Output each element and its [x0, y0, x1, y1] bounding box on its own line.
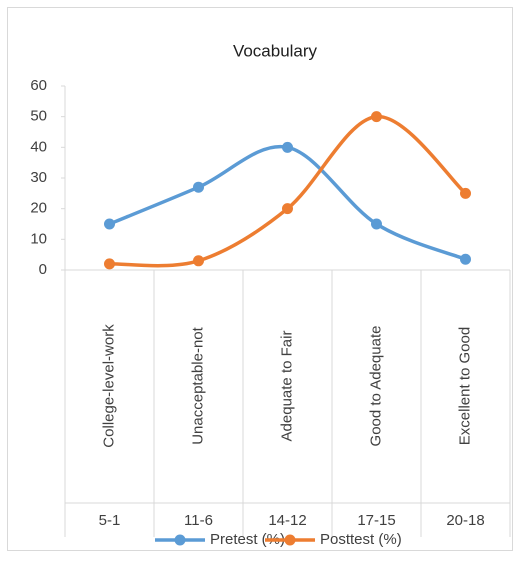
point — [104, 218, 115, 230]
x-tick-label: Excellent to Good — [456, 327, 473, 445]
x-group-label: 17-15 — [357, 512, 395, 529]
y-tick-label: 50 — [30, 108, 47, 125]
legend-marker — [174, 534, 186, 546]
chart-title: Vocabulary — [233, 41, 318, 60]
x-tick-label: Unacceptable-not — [189, 326, 206, 444]
point — [460, 187, 471, 199]
x-group-label: 20-18 — [446, 512, 484, 529]
point — [460, 253, 471, 265]
legend-label: Posttest (%) — [320, 531, 402, 548]
x-group-label: 5-1 — [99, 512, 121, 529]
point — [371, 111, 382, 123]
point — [282, 141, 293, 153]
legend-label: Pretest (%) — [210, 531, 285, 548]
x-group-label: 14-12 — [268, 512, 306, 529]
x-tick-label: Good to Adequate — [367, 326, 384, 447]
x-tick-label: Adequate to Fair — [278, 331, 295, 442]
point — [193, 181, 204, 193]
y-tick-label: 20 — [30, 200, 47, 217]
point — [104, 258, 115, 270]
y-tick-label: 0 — [39, 261, 47, 278]
y-tick-label: 40 — [30, 138, 47, 155]
point — [371, 218, 382, 230]
x-group-label: 11-6 — [184, 512, 213, 529]
y-tick-label: 60 — [30, 77, 47, 94]
x-tick-label: College-level-work — [100, 324, 117, 448]
y-tick-label: 10 — [30, 230, 47, 247]
y-tick-label: 30 — [30, 169, 47, 186]
point — [282, 203, 293, 215]
point — [193, 255, 204, 267]
legend-marker — [284, 534, 296, 546]
chart-border — [7, 7, 513, 551]
